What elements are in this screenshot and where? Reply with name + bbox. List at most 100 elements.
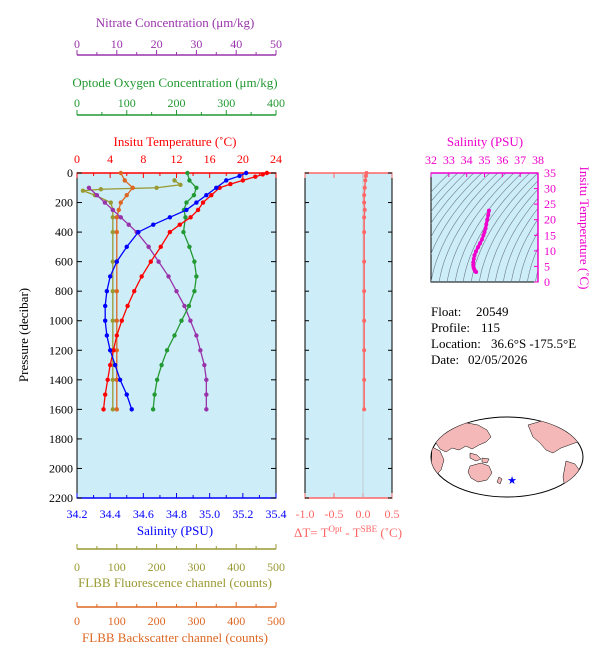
- fluorescence-tick-label: 0: [74, 560, 80, 574]
- ts-temperature-tick-label: 5: [544, 259, 550, 273]
- nitrate-point: [156, 259, 161, 264]
- pressure-tick-label: 1000: [49, 314, 73, 328]
- backscatter-point: [114, 407, 120, 412]
- ts-point: [476, 245, 481, 250]
- ts-salinity-tick-label: 38: [532, 153, 544, 167]
- backscatter-point: [114, 377, 120, 383]
- ts-temperature-tick-label: 25: [544, 197, 556, 211]
- salinity-point: [129, 407, 134, 412]
- insitu-temperature-point: [114, 333, 120, 338]
- salinity-point: [136, 229, 141, 235]
- ts-temperature-tick-label: 0: [544, 275, 550, 289]
- nitrate-point: [204, 377, 209, 383]
- salinity-point: [151, 222, 156, 227]
- oxygen-point: [159, 362, 164, 368]
- ts-title: Salinity (PSU): [447, 134, 523, 149]
- nitrate-point: [86, 185, 92, 190]
- oxygen-point: [181, 229, 186, 235]
- insitu-temperature-point: [132, 288, 137, 294]
- insitu-temperature-point: [148, 259, 153, 264]
- insitu-temperature-point: [107, 362, 113, 368]
- ts-salinity-tick-label: 34: [461, 153, 473, 167]
- pressure-tick-label: 1400: [49, 373, 73, 387]
- ts-isopycnal: [431, 173, 499, 282]
- ts-point: [471, 260, 476, 265]
- salinity-point: [167, 215, 173, 220]
- backscatter-tick-label: 100: [108, 614, 126, 628]
- nitrate-axis-title: Nitrate Concentration (μm/kg): [96, 15, 255, 30]
- fluorescence-axis: 0 100 200 300 400 500 FLBB Fluorescence chann…: [74, 544, 285, 590]
- fluorescence-point: [178, 182, 183, 188]
- salinity-point: [224, 178, 229, 183]
- insitu-temperature-point: [158, 244, 163, 250]
- salinity-point: [112, 362, 118, 368]
- salinity-point: [124, 244, 129, 250]
- oxygen-tick-label: 300: [217, 96, 235, 110]
- delta-t-point: [362, 407, 367, 412]
- ts-salinity-tick-label: 35: [479, 153, 491, 167]
- location-value: 36.6°S -175.5°E: [491, 336, 576, 351]
- salinity-point: [107, 348, 113, 353]
- pressure-tick-label: 200: [55, 196, 73, 210]
- pressure-tick-label: 2000: [49, 461, 73, 475]
- backscatter-axis: 0 100 200 300 400 500 FLBB Backscatter channe…: [74, 602, 285, 645]
- insitu-temperature-point: [240, 178, 246, 183]
- nitrate-point: [174, 288, 179, 294]
- float-info: Float: 20549 Profile: 115 Location: 36.6…: [431, 304, 576, 367]
- nitrate-point: [198, 348, 203, 353]
- ts-isopycnal: [486, 188, 538, 282]
- delta-t-tick-label: 0.5: [385, 507, 400, 521]
- nitrate-tick-label: 20: [151, 37, 163, 51]
- nitrate-point: [202, 362, 207, 368]
- delta-t-point: [363, 173, 368, 178]
- backscatter-point: [114, 318, 120, 323]
- ts-point: [484, 222, 489, 227]
- nitrate-point: [194, 333, 199, 338]
- oxygen-point: [187, 178, 192, 183]
- delta-t-point: [362, 185, 367, 190]
- ts-temperature-tick-label: 30: [544, 182, 556, 196]
- pressure-tick-label: 600: [55, 255, 73, 269]
- backscatter-point: [114, 348, 120, 353]
- salinity-point: [102, 318, 108, 323]
- insitu-temperature-point: [228, 181, 233, 187]
- ts-salinity-tick-label: 36: [496, 153, 508, 167]
- backscatter-tick-label: 0: [74, 614, 80, 628]
- delta-t-point: [362, 200, 367, 205]
- ts-temperature-tick-label: 35: [544, 166, 556, 180]
- oxygen-point: [184, 200, 189, 205]
- pressure-tick-label: 400: [55, 225, 73, 239]
- ts-isopycnal: [511, 218, 538, 282]
- ts-isopycnal: [502, 207, 538, 282]
- oxygen-tick-label: 0: [74, 96, 80, 110]
- ts-isopycnal: [438, 173, 507, 282]
- fluorescence-tick-label: 400: [227, 560, 245, 574]
- oxygen-point: [185, 170, 190, 176]
- fluorescence-point: [110, 215, 116, 220]
- fluorescence-tick-label: 300: [187, 560, 205, 574]
- backscatter-point: [118, 200, 123, 205]
- salinity-point: [237, 173, 242, 179]
- oxygen-point: [183, 215, 188, 220]
- ts-isopycnal: [454, 173, 523, 282]
- oxygen-point: [152, 392, 157, 397]
- fluorescence-point: [108, 200, 114, 205]
- salinity-tick-label: 34.6: [133, 507, 154, 521]
- salinity-point: [117, 377, 123, 383]
- location-label: Location:: [431, 336, 481, 351]
- salinity-point: [124, 392, 129, 397]
- backscatter-point: [114, 229, 120, 235]
- ts-isopycnal: [431, 173, 475, 224]
- pressure-tick-label: 1200: [49, 343, 73, 357]
- nitrate-point: [118, 215, 123, 220]
- delta-t-point: [362, 215, 367, 220]
- ts-isopycnal: [431, 173, 491, 255]
- ts-point: [474, 270, 479, 275]
- map-land-islands: [469, 452, 490, 464]
- salinity-point: [184, 207, 189, 213]
- salinity-axis-title: Salinity (PSU): [137, 523, 213, 538]
- fluorescence-point: [110, 377, 116, 383]
- insitu-temperature-point: [105, 377, 110, 383]
- ts-isopycnal: [519, 231, 538, 282]
- insitu-temperature-point: [200, 200, 206, 205]
